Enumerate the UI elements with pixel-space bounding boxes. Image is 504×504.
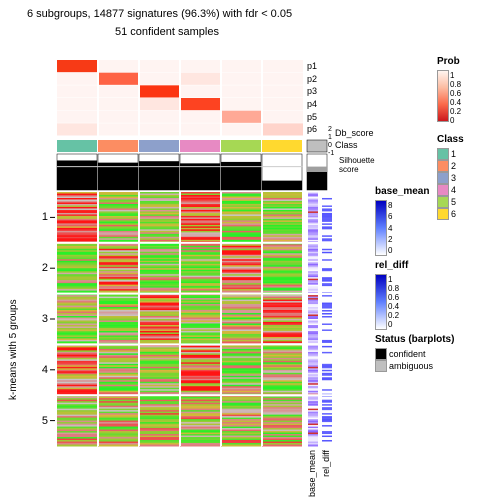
complex-heatmap bbox=[0, 0, 504, 504]
prob-row-labels: p1p2p3p4p5p6 bbox=[307, 60, 317, 136]
silhouette-label: Silhouette score bbox=[339, 156, 375, 174]
dbscore-label: Db_score bbox=[335, 128, 374, 138]
class-label: Class bbox=[335, 140, 358, 150]
